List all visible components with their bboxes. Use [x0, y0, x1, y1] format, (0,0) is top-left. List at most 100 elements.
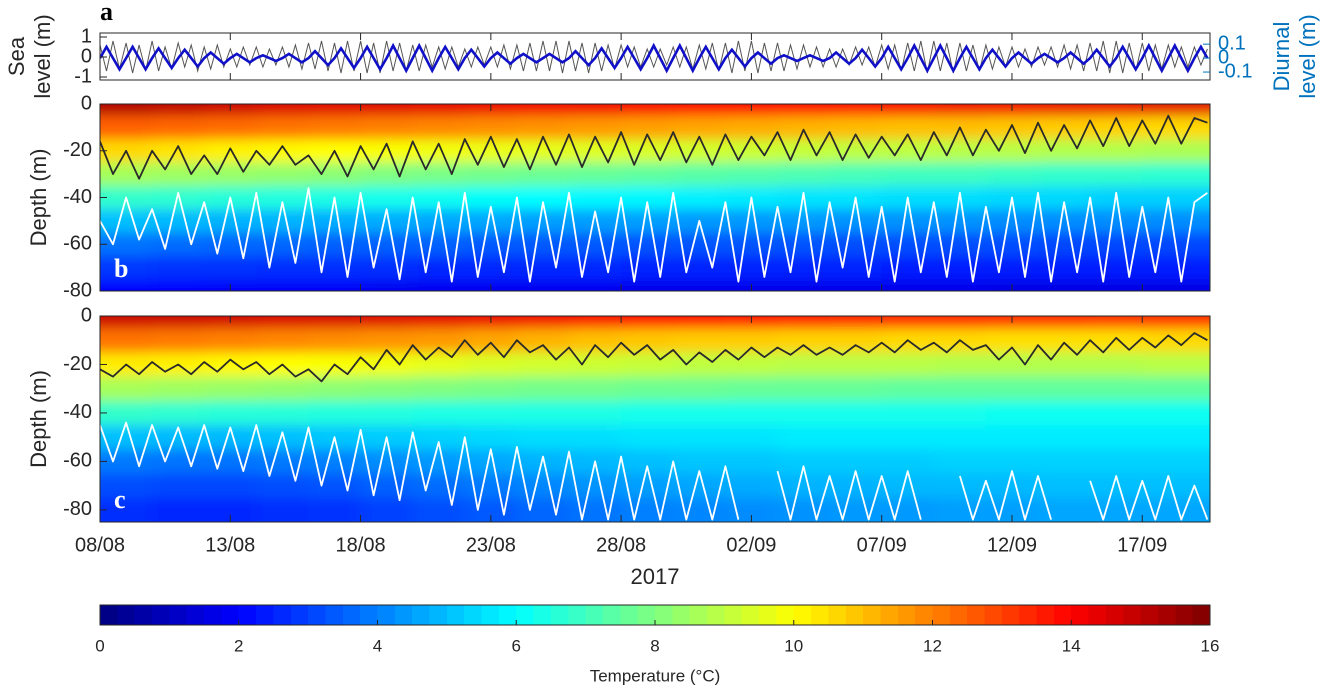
heatmap-cell: [256, 425, 309, 450]
heatmap-cell: [829, 115, 883, 140]
heatmap-cell: [360, 139, 414, 163]
heatmap-cell: [725, 232, 778, 257]
heatmap-cell: [569, 232, 622, 257]
heatmap-cell: [985, 162, 1039, 187]
heatmap-cell: [569, 376, 622, 402]
heatmap-cell: [516, 497, 570, 522]
heatmap-cell: [725, 376, 778, 402]
heatmap-cell: [1038, 376, 1091, 402]
heatmap-cell: [308, 328, 362, 353]
heatmap-cell: [621, 115, 674, 140]
x-tick-label: 12/09: [987, 534, 1037, 556]
heatmap-cell: [1038, 497, 1091, 522]
heatmap-cell: [516, 328, 570, 353]
heatmap-cell: [673, 104, 726, 117]
heatmap-cell: [308, 162, 362, 187]
heatmap-cell: [1142, 473, 1210, 499]
heatmap-cell: [204, 115, 257, 140]
heatmap-cell: [881, 279, 935, 291]
heatmap-cell: [673, 316, 726, 329]
heatmap-cell: [725, 209, 778, 234]
heatmap-cell: [829, 232, 883, 257]
heatmap-cell: [412, 497, 466, 522]
heatmap-cell: [1142, 139, 1210, 163]
heatmap-cell: [360, 279, 414, 291]
heatmap-cell: [204, 209, 257, 234]
heatmap-cell: [725, 255, 778, 280]
heatmap-cell: [1038, 115, 1091, 140]
heatmap-cell: [621, 376, 674, 402]
heatmap-cell: [1038, 209, 1091, 234]
heatmap-cell: [360, 376, 414, 402]
heatmap-cell: [829, 376, 883, 402]
heatmap-cell: [881, 316, 935, 329]
colorbar-tick-label: 2: [234, 636, 243, 655]
heatmap-cell: [464, 352, 518, 378]
heatmap-cell: [412, 255, 466, 280]
heatmap-cell: [673, 376, 726, 402]
axes-frame: [99, 103, 1211, 292]
heatmap-cell: [673, 232, 726, 257]
heatmap-cell: [360, 473, 414, 499]
heatmap-cell: [152, 316, 205, 329]
heatmap-cell: [881, 115, 935, 140]
heatmap-cell: [256, 473, 309, 499]
heatmap-cell: [985, 425, 1039, 450]
heatmap-cell: [933, 232, 987, 257]
heatmap-cell: [204, 162, 257, 187]
heatmap-cell: [777, 352, 831, 378]
heatmap-cell: [777, 279, 831, 291]
heatmap-cell: [516, 162, 570, 187]
heatmap-cell: [152, 104, 205, 117]
heatmap-cell: [464, 255, 518, 280]
heatmap-cell: [777, 328, 831, 353]
axes-frame: [99, 315, 1211, 523]
heatmap-cell: [360, 316, 414, 329]
heatmap-cell: [100, 316, 153, 329]
heatmap-cell: [673, 279, 726, 291]
heatmap-cell: [360, 400, 414, 426]
heatmap-cell: [464, 376, 518, 402]
y-tick-label: 1: [81, 25, 92, 47]
heatmap-cell: [1038, 139, 1091, 163]
heatmap-cell: [412, 115, 466, 140]
heatmap-cell: [1090, 449, 1143, 475]
heatmap-cell: [985, 376, 1039, 402]
heatmap-cell: [985, 209, 1039, 234]
heatmap-cell: [152, 139, 205, 163]
heatmap-cell: [829, 104, 883, 117]
heatmap-cell: [569, 425, 622, 450]
heatmap-cell: [204, 255, 257, 280]
heatmap-cell: [777, 104, 831, 117]
heatmap-cell: [100, 376, 153, 402]
heatmap-cell: [308, 473, 362, 499]
plot-area: [100, 40, 1209, 74]
heatmap-cell: [308, 115, 362, 140]
x-tick-label: 07/09: [857, 534, 907, 556]
heatmap-cell: [673, 328, 726, 353]
heatmap-cell: [152, 400, 205, 426]
heatmap-cell: [100, 255, 153, 280]
heatmap-cell: [829, 279, 883, 291]
y-tick-label: -1: [74, 65, 92, 87]
heatmap-cell: [412, 139, 466, 163]
heatmap-cell: [933, 497, 987, 522]
heatmap-cell: [881, 473, 935, 499]
heatmap-cell: [829, 425, 883, 450]
heatmap-cell: [516, 139, 570, 163]
heatmap-cell: [256, 232, 309, 257]
heatmap-cell: [777, 316, 831, 329]
heatmap-cell: [933, 209, 987, 234]
heatmap-cell: [621, 139, 674, 163]
heatmap-cell: [152, 497, 205, 522]
heatmap-cell: [308, 497, 362, 522]
heatmap-cell: [360, 115, 414, 140]
y2-axis-label: Diurnal: [1269, 22, 1294, 92]
heatmap-cell: [256, 255, 309, 280]
heatmap-cell: [516, 115, 570, 140]
heatmap-cell: [516, 209, 570, 234]
colorbar-tick-label: 0: [95, 636, 104, 655]
heatmap-cell: [673, 425, 726, 450]
heatmap-cell: [933, 316, 987, 329]
